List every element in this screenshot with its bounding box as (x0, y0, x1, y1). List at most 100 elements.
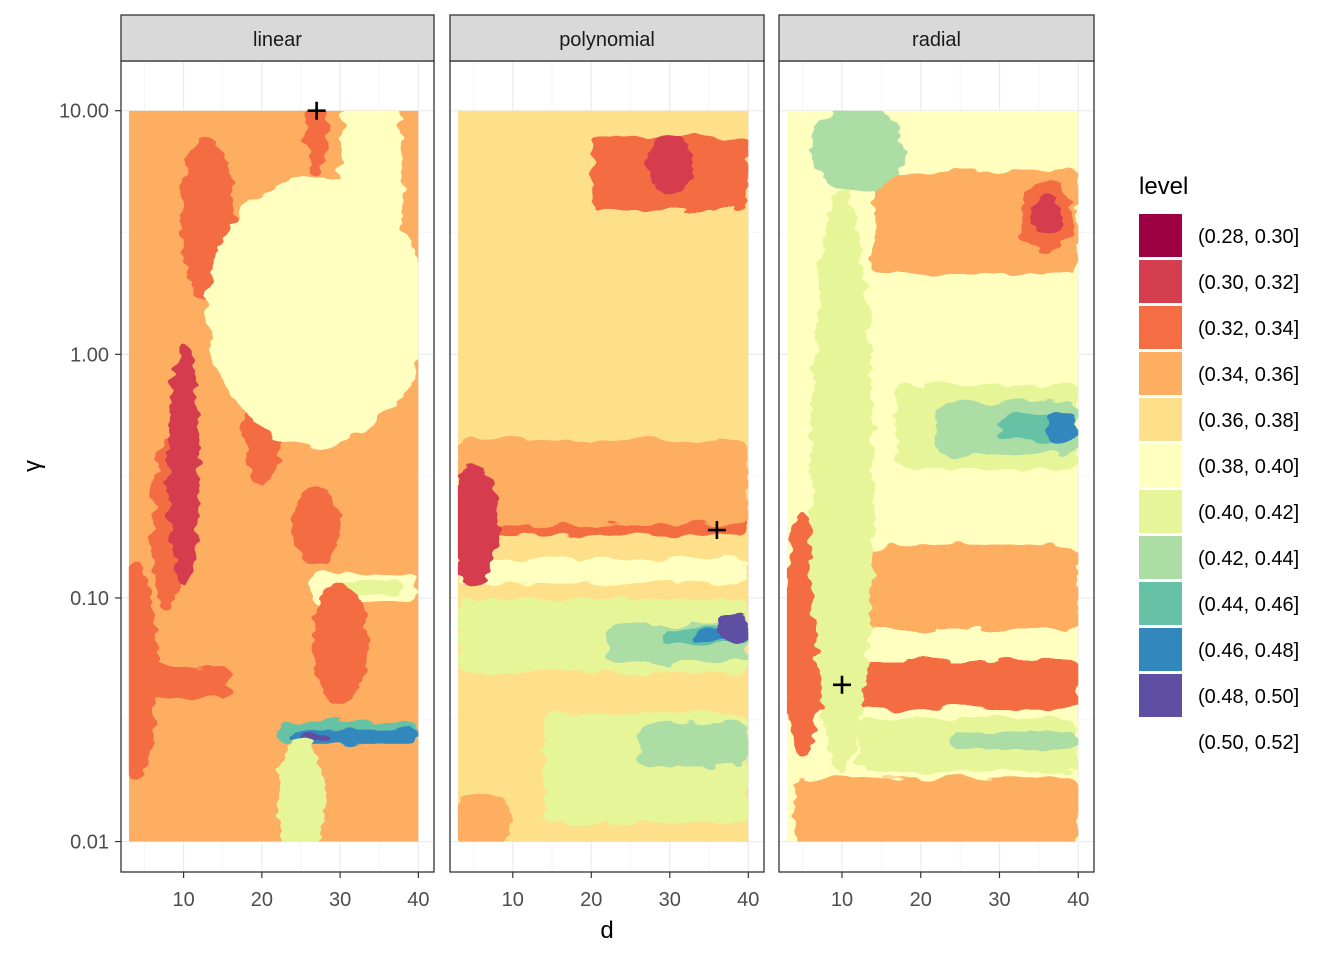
minimum-marker (307, 101, 326, 120)
contour-blob (810, 189, 874, 775)
facet-linear: linear 10 20 30 40 (120, 14, 435, 911)
x-tick-label: 30 (988, 889, 1010, 911)
x-tick-label: 40 (1067, 889, 1089, 911)
facet-panels: linear 10 20 30 40 polynomial 10 20 30 40 radial 10… (120, 14, 1095, 911)
y-axis: 0.01 0.10 1.00 10.00 (59, 101, 121, 854)
legend-swatch (1139, 720, 1182, 763)
contour-fill (457, 110, 749, 842)
y-tick-label: 0.10 (70, 588, 109, 610)
legend-item: (0.50, 0.52] (1139, 720, 1299, 763)
x-tick-label: 40 (407, 889, 429, 911)
legend-item: (0.40, 0.42] (1139, 490, 1299, 533)
legend-label: (0.50, 0.52] (1198, 732, 1299, 754)
contour-band (300, 732, 333, 741)
legend-swatch (1139, 352, 1182, 395)
contour-band (457, 558, 749, 583)
y-tick-label: 0.01 (70, 832, 109, 854)
legend: level (0.28, 0.30] (0.30, 0.32] (0.32, 0.34… (1139, 173, 1299, 763)
facet-strip (778, 14, 1095, 62)
legend-item: (0.44, 0.46] (1139, 582, 1299, 625)
contour-band (293, 729, 419, 744)
contour-blob (1031, 196, 1063, 236)
legend-swatch (1139, 490, 1182, 533)
contour-band (952, 731, 1079, 749)
facet-strip (120, 14, 435, 62)
legend-item: (0.42, 0.44] (1139, 536, 1299, 579)
y-tick-label: 1.00 (70, 344, 109, 366)
contour-band (826, 545, 1079, 631)
legend-item: (0.46, 0.48] (1139, 628, 1299, 671)
contour-blob (128, 561, 157, 781)
contour-blob (340, 110, 403, 331)
contour-blob (457, 793, 513, 842)
x-tick-label: 30 (659, 889, 681, 911)
legend-item: (0.28, 0.30] (1139, 214, 1299, 257)
x-axis-title: d (600, 917, 613, 944)
contour-blob (646, 135, 694, 195)
legend-item: (0.38, 0.40] (1139, 444, 1299, 487)
legend-label: (0.38, 0.40] (1198, 456, 1299, 478)
legend-swatch (1139, 582, 1182, 625)
x-tick-label: 10 (831, 889, 853, 911)
contour-blob (167, 343, 200, 588)
facet-strip-label: radial (912, 29, 961, 51)
contour-fill (786, 110, 1079, 842)
contour-band (638, 722, 749, 767)
x-tick-label: 20 (910, 889, 932, 911)
legend-title: level (1139, 173, 1188, 200)
legend-label: (0.32, 0.34] (1198, 318, 1299, 340)
legend-item: (0.48, 0.50] (1139, 674, 1299, 717)
contour-blob (810, 110, 905, 193)
legend-label: (0.40, 0.42] (1198, 502, 1299, 524)
legend-label: (0.28, 0.30] (1198, 226, 1299, 248)
contour-blob (465, 159, 560, 403)
legend-label: (0.44, 0.46] (1198, 594, 1299, 616)
legend-label: (0.46, 0.48] (1198, 640, 1299, 662)
x-tick-label: 40 (737, 889, 759, 911)
contour-blob (1046, 410, 1079, 445)
minimum-marker (707, 521, 726, 540)
contour-blob (552, 249, 662, 421)
legend-item: (0.36, 0.38] (1139, 398, 1299, 441)
legend-item: (0.30, 0.32] (1139, 260, 1299, 303)
legend-swatch (1139, 214, 1182, 257)
contour-blob (457, 463, 498, 586)
legend-swatch (1139, 674, 1182, 717)
y-tick-label: 10.00 (59, 101, 109, 123)
contour-blob (312, 582, 368, 705)
contour-blob (304, 110, 329, 176)
facet-strip-label: linear (253, 29, 302, 51)
legend-swatch (1139, 628, 1182, 671)
x-tick-label: 20 (251, 889, 273, 911)
legend-swatch (1139, 536, 1182, 579)
contour-band (794, 777, 1079, 842)
legend-swatch (1139, 398, 1182, 441)
facet-polynomial: polynomial 10 20 30 40 (449, 14, 765, 911)
legend-swatch (1139, 260, 1182, 303)
contour-band (340, 580, 403, 596)
legend-item: (0.32, 0.34] (1139, 306, 1299, 349)
facet-strip (449, 14, 765, 62)
legend-label: (0.42, 0.44] (1198, 548, 1299, 570)
facet-strip-label: polynomial (559, 29, 655, 51)
contour-fill (128, 110, 419, 842)
y-axis-title: γ (19, 460, 46, 472)
contour-blob (716, 611, 749, 646)
legend-label: (0.48, 0.50] (1198, 686, 1299, 708)
legend-label: (0.34, 0.36] (1198, 364, 1299, 386)
facet-radial: radial 10 20 30 40 (778, 14, 1095, 911)
contour-blob (277, 737, 325, 842)
x-tick-label: 10 (502, 889, 524, 911)
legend-item: (0.34, 0.36] (1139, 352, 1299, 395)
legend-label: (0.36, 0.38] (1198, 410, 1299, 432)
legend-swatch (1139, 444, 1182, 487)
legend-swatch (1139, 306, 1182, 349)
contour-band (457, 439, 749, 525)
x-tick-label: 10 (172, 889, 194, 911)
minimum-marker (833, 675, 851, 694)
x-tick-label: 20 (580, 889, 602, 911)
legend-label: (0.30, 0.32] (1198, 272, 1299, 294)
contour-blob (293, 485, 341, 564)
x-tick-label: 30 (329, 889, 351, 911)
